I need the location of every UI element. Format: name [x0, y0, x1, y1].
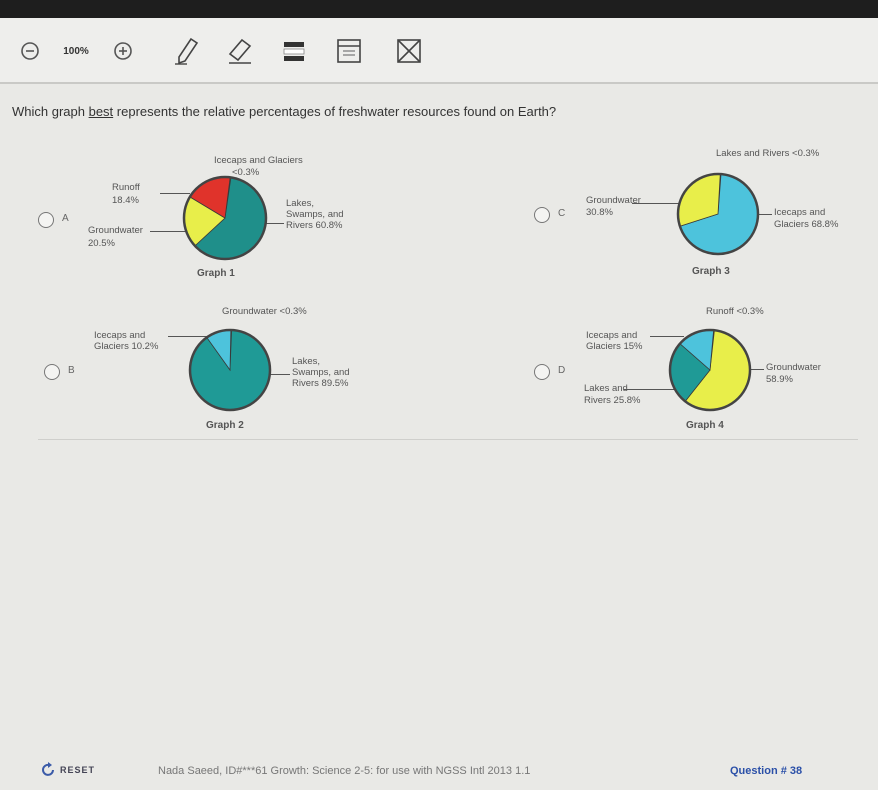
cross-out-icon[interactable]: [394, 36, 424, 66]
graph3-title: Graph 3: [692, 266, 730, 277]
graph4-label-icecaps-1: Icecaps and: [586, 330, 638, 341]
pencil-icon[interactable]: [172, 36, 202, 66]
option-a-label: A: [62, 213, 69, 224]
graph2-leader-icecaps: [168, 336, 216, 338]
graph1-label-groundwater-value: 20.5%: [88, 238, 115, 249]
graph3-leader-icecaps: [752, 214, 772, 216]
line-reader-icon[interactable]: [334, 36, 364, 66]
graph4-leader-lakes: [624, 389, 680, 391]
graph4-label-groundwater-1: Groundwater: [766, 362, 821, 373]
graph3-leader-groundwater: [632, 203, 680, 205]
graph4-label-lakes-2: Rivers 25.8%: [584, 395, 641, 406]
graph3-label-icecaps-2: Glaciers 68.8%: [774, 219, 839, 230]
question-number: Question # 38: [730, 765, 803, 777]
graph2-label-groundwater: Groundwater <0.3%: [222, 306, 307, 317]
graph2-label-lakes-3: Rivers 89.5%: [292, 378, 349, 389]
option-b-radio[interactable]: [44, 364, 60, 380]
graph1-label-runoff-value: 18.4%: [112, 195, 139, 206]
zoom-level: 100%: [63, 45, 89, 57]
reset-icon[interactable]: [40, 762, 56, 778]
graph1-label-icecaps: Icecaps and Glaciers: [214, 155, 303, 166]
graph3-label-groundwater-2: 30.8%: [586, 207, 613, 218]
graph2-label-icecaps-1: Icecaps and: [94, 330, 146, 341]
highlighter-icon[interactable]: [280, 36, 308, 66]
graph3-pie-outline: [676, 172, 760, 256]
question-text-pre: Which graph: [12, 104, 89, 119]
graph3-label-lakes: Lakes and Rivers <0.3%: [716, 148, 820, 159]
graph1-label-runoff: Runoff: [112, 182, 140, 193]
eraser-icon[interactable]: [224, 36, 256, 66]
graph1-leader-groundwater: [150, 231, 190, 233]
graph1-pie-outline: [182, 175, 268, 261]
graph1-label-lakes-1: Lakes,: [286, 198, 314, 209]
graph1-leader-lakes: [250, 223, 284, 225]
question-text-post: represents the relative percentages of f…: [113, 104, 557, 119]
zoom-out-icon[interactable]: [18, 36, 42, 66]
graph1-label-groundwater: Groundwater: [88, 225, 143, 236]
graph4-leader-icecaps: [650, 336, 684, 338]
footer: RESET Nada Saeed, ID#***61 Growth: Scien…: [0, 755, 878, 790]
option-d-label: D: [558, 365, 566, 376]
graph4-label-icecaps-2: Glaciers 15%: [586, 341, 643, 352]
graph2-pie-outline: [188, 328, 272, 412]
graph2-title: Graph 2: [206, 420, 244, 431]
zoom-in-icon[interactable]: [110, 36, 136, 66]
graph1-label-icecaps-value: <0.3%: [232, 167, 260, 178]
graph4-title: Graph 4: [686, 420, 724, 431]
graph1-label-lakes-3: Rivers 60.8%: [286, 220, 343, 231]
graph2-leader-lakes: [266, 374, 290, 376]
graph3-label-groundwater-1: Groundwater: [586, 195, 641, 206]
section-divider: [38, 439, 858, 440]
option-a-radio[interactable]: [38, 212, 54, 228]
graph2-label-lakes-1: Lakes,: [292, 356, 320, 367]
option-b-label: B: [68, 365, 75, 376]
reset-button[interactable]: RESET: [60, 765, 96, 775]
toolbar: 100%: [0, 18, 878, 84]
graph3-label-icecaps-1: Icecaps and: [774, 207, 826, 218]
top-bezel: [0, 0, 878, 18]
option-c-label: C: [558, 208, 566, 219]
graph4-pie-outline: [668, 328, 752, 412]
graph4-label-lakes-1: Lakes and: [584, 383, 628, 394]
footer-info: Nada Saeed, ID#***61 Growth: Science 2-5…: [158, 765, 531, 777]
graph2-label-lakes-2: Swamps, and: [292, 367, 350, 378]
graph1-label-lakes-2: Swamps, and: [286, 209, 344, 220]
option-c-radio[interactable]: [534, 207, 550, 223]
graph4-leader-groundwater: [742, 369, 764, 371]
graph1-leader-runoff: [160, 193, 190, 195]
option-d-radio[interactable]: [534, 364, 550, 380]
graph4-label-runoff: Runoff <0.3%: [706, 306, 764, 317]
question-emphasis: best: [88, 104, 114, 119]
graph4-label-groundwater-2: 58.9%: [766, 374, 793, 385]
graph2-label-icecaps-2: Glaciers 10.2%: [94, 341, 159, 352]
graph1-title: Graph 1: [197, 268, 235, 279]
question-text: Which graph best represents the relative…: [12, 104, 556, 119]
